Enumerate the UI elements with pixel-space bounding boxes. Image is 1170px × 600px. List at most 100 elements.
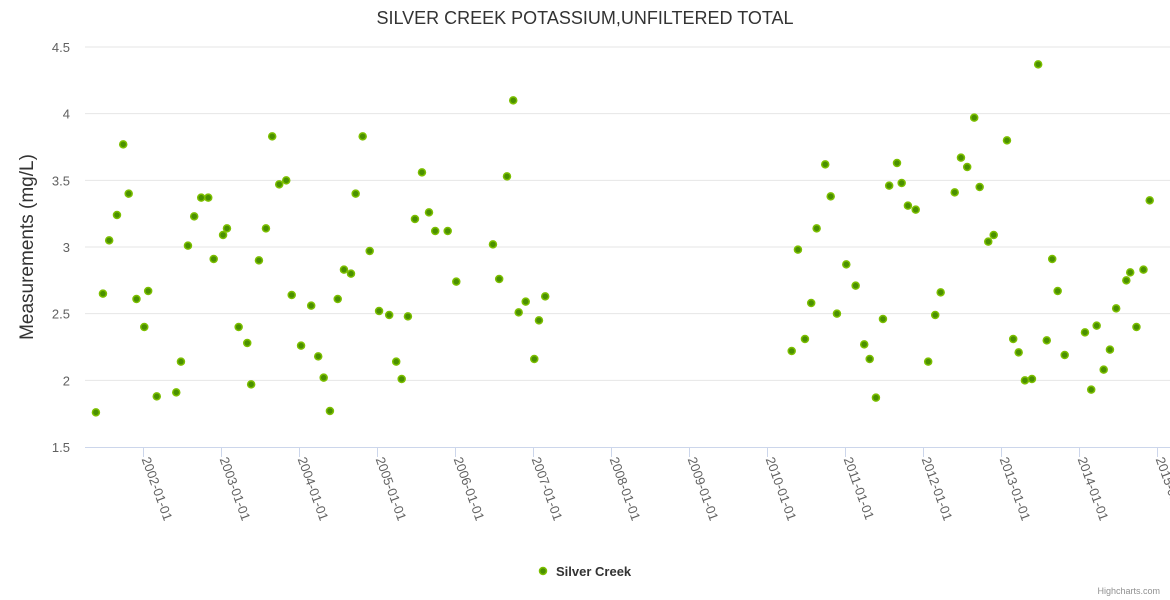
data-point[interactable] (1122, 276, 1131, 285)
data-point[interactable] (989, 230, 998, 240)
data-point[interactable] (787, 346, 796, 356)
data-point[interactable] (242, 338, 252, 348)
data-point[interactable] (871, 393, 881, 402)
data-point[interactable] (403, 312, 413, 321)
data-point[interactable] (346, 269, 356, 278)
data-point[interactable] (962, 162, 972, 172)
data-point[interactable] (956, 153, 966, 162)
data-point[interactable] (183, 241, 193, 250)
data-point[interactable] (1105, 345, 1115, 354)
data-point[interactable] (209, 254, 218, 264)
data-point[interactable] (1132, 322, 1141, 332)
data-point[interactable] (287, 290, 296, 300)
data-point[interactable] (1020, 376, 1030, 385)
data-point[interactable] (254, 256, 264, 265)
data-point[interactable] (859, 340, 869, 349)
data-point[interactable] (374, 306, 384, 316)
data-point[interactable] (274, 180, 284, 189)
data-point[interactable] (1092, 321, 1101, 330)
data-point[interactable] (884, 181, 894, 190)
data-point[interactable] (969, 113, 979, 122)
data-point[interactable] (826, 192, 835, 201)
data-point[interactable] (1125, 268, 1135, 277)
data-point[interactable] (417, 168, 427, 177)
data-point[interactable] (800, 334, 810, 344)
data-point[interactable] (218, 230, 228, 240)
data-point[interactable] (851, 281, 860, 290)
data-point[interactable] (112, 210, 122, 220)
data-point[interactable] (91, 408, 101, 417)
data-point[interactable] (306, 301, 316, 310)
data-point[interactable] (143, 286, 153, 296)
data-point[interactable] (1053, 286, 1062, 296)
data-point[interactable] (984, 237, 993, 246)
data-point[interactable] (530, 354, 539, 364)
data-point[interactable] (534, 316, 544, 325)
data-point[interactable] (339, 265, 349, 274)
data-point[interactable] (1042, 336, 1052, 345)
data-point[interactable] (222, 224, 232, 233)
data-point[interactable] (494, 274, 504, 284)
data-point[interactable] (430, 226, 440, 236)
data-point[interactable] (514, 308, 523, 317)
data-point[interactable] (1111, 304, 1121, 313)
data-point[interactable] (806, 298, 816, 308)
data-point[interactable] (540, 292, 550, 301)
data-point[interactable] (333, 294, 342, 304)
data-point[interactable] (203, 193, 213, 202)
data-point[interactable] (1047, 254, 1057, 264)
data-point[interactable] (911, 205, 920, 214)
data-point[interactable] (176, 357, 186, 366)
data-point[interactable] (452, 277, 461, 286)
data-point[interactable] (1002, 136, 1012, 145)
data-point[interactable] (1027, 374, 1037, 384)
data-point[interactable] (1060, 350, 1069, 360)
data-point[interactable] (1139, 265, 1148, 274)
data-point[interactable] (313, 352, 323, 361)
data-point[interactable] (98, 289, 108, 298)
data-point[interactable] (936, 288, 945, 297)
data-point[interactable] (246, 380, 256, 389)
data-point[interactable] (1145, 196, 1154, 205)
data-point[interactable] (878, 314, 888, 324)
data-point[interactable] (351, 189, 360, 198)
data-point[interactable] (832, 309, 842, 318)
data-point[interactable] (189, 212, 199, 221)
data-point[interactable] (234, 322, 243, 332)
data-point[interactable] (1099, 365, 1108, 374)
data-point[interactable] (1086, 385, 1096, 394)
data-point[interactable] (1008, 334, 1018, 344)
data-point[interactable] (365, 246, 374, 256)
data-point[interactable] (384, 310, 394, 320)
data-point[interactable] (1014, 348, 1023, 357)
data-point[interactable] (391, 357, 401, 366)
data-point[interactable] (842, 260, 851, 269)
data-point[interactable] (930, 310, 940, 320)
data-point[interactable] (132, 294, 141, 304)
data-point[interactable] (812, 224, 821, 233)
data-point[interactable] (508, 96, 518, 105)
data-point[interactable] (118, 140, 128, 149)
data-point[interactable] (488, 240, 498, 249)
data-point[interactable] (325, 406, 335, 416)
data-point[interactable] (424, 208, 434, 217)
data-point[interactable] (950, 188, 959, 197)
data-point[interactable] (261, 224, 271, 233)
data-point[interactable] (267, 132, 277, 141)
data-point[interactable] (820, 160, 830, 169)
data-point[interactable] (521, 297, 530, 306)
credits-link[interactable]: Highcharts.com (1097, 586, 1160, 596)
data-point[interactable] (892, 158, 902, 168)
data-point[interactable] (865, 354, 874, 364)
data-point[interactable] (502, 172, 512, 181)
data-point[interactable] (1033, 60, 1043, 69)
data-point[interactable] (903, 201, 913, 210)
data-point[interactable] (140, 322, 149, 332)
data-point[interactable] (358, 132, 367, 141)
data-point[interactable] (172, 388, 181, 397)
data-point[interactable] (443, 226, 452, 236)
data-point[interactable] (152, 392, 162, 401)
data-point[interactable] (410, 214, 420, 224)
data-point[interactable] (319, 373, 328, 382)
data-point[interactable] (296, 341, 306, 350)
